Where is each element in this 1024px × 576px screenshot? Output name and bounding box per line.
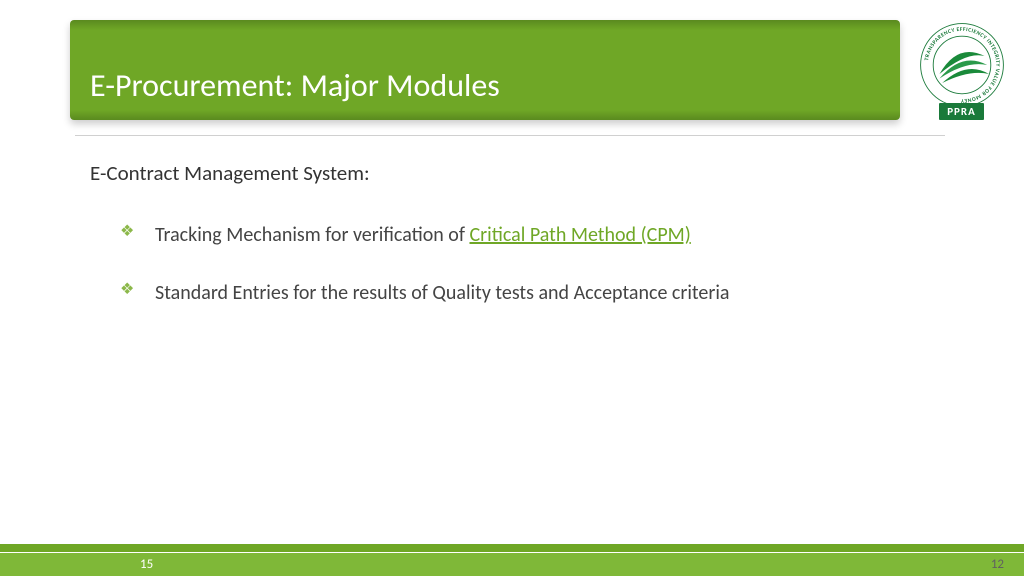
list-item: Tracking Mechanism for verification of C… [120,221,964,249]
header-divider [75,135,945,136]
content-area: E-Contract Management System: Tracking M… [90,160,964,337]
footer-bar [0,552,1024,576]
bullet-text: Tracking Mechanism for verification of [155,223,469,247]
bullet-list: Tracking Mechanism for verification of C… [90,221,964,307]
slide-title: E-Procurement: Major Modules [90,66,500,105]
ppra-logo-icon: TRANSPARENCY EFFICIENCY INTEGRITY VALUE … [917,20,1007,110]
footer-accent-bar [0,544,1024,552]
bullet-text: Standard Entries for the results of Qual… [155,281,730,305]
slide: E-Procurement: Major Modules TRANSPARENC… [0,0,1024,576]
logo: TRANSPARENCY EFFICIENCY INTEGRITY VALUE … [914,20,1009,120]
list-item: Standard Entries for the results of Qual… [120,279,964,307]
subheading: E-Contract Management System: [90,160,964,186]
footer-left-number: 15 [140,557,153,572]
bullet-link[interactable]: Critical Path Method (CPM) [469,223,690,247]
logo-circle: TRANSPARENCY EFFICIENCY INTEGRITY VALUE … [917,20,1007,110]
slide-number: 12 [991,557,1004,572]
header-bar: E-Procurement: Major Modules [70,20,900,120]
